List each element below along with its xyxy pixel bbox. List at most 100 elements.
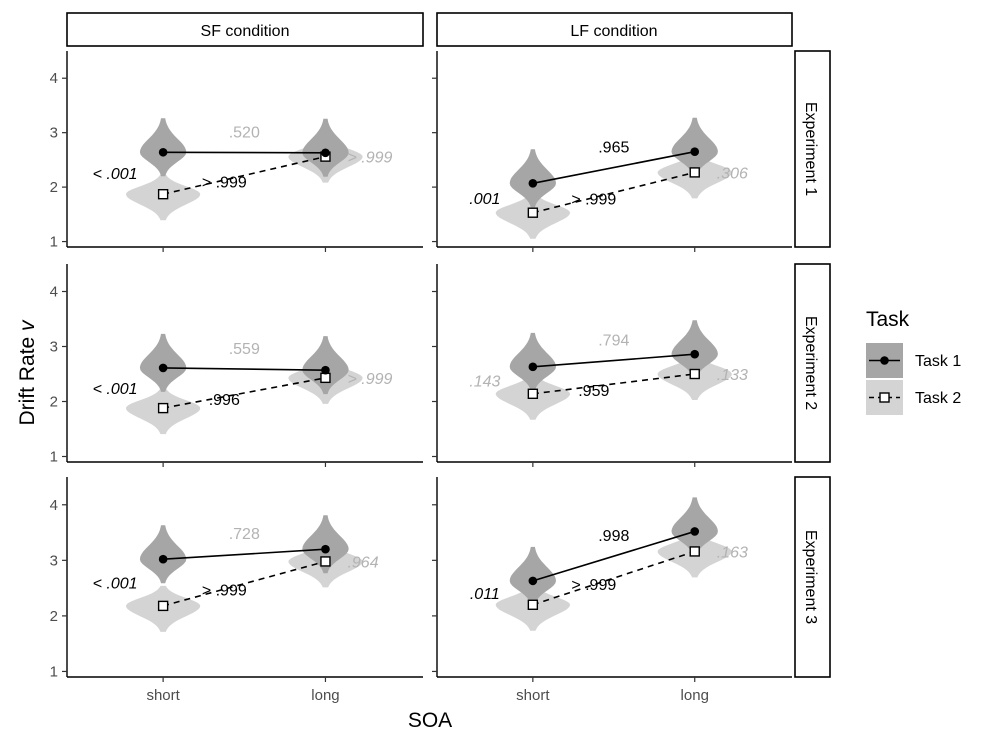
task-2-point-short bbox=[157, 600, 169, 612]
p-value-label: .520 bbox=[229, 125, 260, 142]
panel-r2-c2: .794 .143 .959 .133 bbox=[432, 264, 792, 467]
task-2-marker-icon bbox=[879, 392, 890, 403]
panel-r1-c1: 1 2 3 4 .520 < .001 > .999 > .999 bbox=[50, 51, 423, 252]
legend-key-task-1 bbox=[866, 343, 903, 378]
panel-r1-c2: .965 .001 > .999 .306 bbox=[432, 51, 792, 252]
task-1-line bbox=[532, 353, 695, 368]
panel-background bbox=[437, 264, 792, 462]
task-1-point-long bbox=[321, 148, 330, 158]
row-strip-experiment-3: Experiment 3 bbox=[794, 476, 831, 678]
task-1-marker-icon bbox=[880, 356, 889, 365]
row-strip-experiment-3-label: Experiment 3 bbox=[802, 530, 819, 624]
p-value-label: .143 bbox=[469, 373, 500, 390]
task-2-point-short bbox=[527, 207, 539, 218]
p-value-label: > .999 bbox=[571, 577, 616, 594]
y-tick-label: 3 bbox=[50, 552, 58, 569]
panels-layer: 1 2 3 4 .520 < .001 > .999 > .999 .965 .001 > .999… bbox=[50, 51, 792, 704]
task-1-point-short bbox=[158, 147, 168, 157]
task-1-point-short bbox=[528, 179, 538, 188]
x-tick-label: long bbox=[311, 687, 339, 704]
task-1-point-long bbox=[690, 147, 700, 157]
panel-r3-c1: 1 2 3 4 short long .728 < .001 > .999 .964 bbox=[50, 477, 423, 704]
task-2-point-short bbox=[527, 388, 539, 399]
y-tick-label: 1 bbox=[50, 449, 58, 466]
y-tick-label: 2 bbox=[50, 179, 58, 196]
task-1-line bbox=[532, 150, 695, 185]
task-2-point-long bbox=[689, 368, 700, 380]
p-value-label: < .001 bbox=[93, 166, 138, 183]
p-value-label: .559 bbox=[229, 341, 260, 358]
task-2-line bbox=[532, 373, 695, 395]
task-2-point-long bbox=[689, 546, 700, 557]
violin-task-1-long bbox=[671, 320, 718, 379]
violin-task-1-long bbox=[302, 515, 349, 574]
y-tick-label: 4 bbox=[50, 70, 58, 87]
y-axis-variable: v bbox=[16, 319, 39, 331]
violin-task-1-long bbox=[671, 497, 718, 556]
p-value-label: .965 bbox=[598, 140, 629, 157]
p-value-label: > .999 bbox=[202, 583, 247, 600]
row-strip-experiment-1-label: Experiment 1 bbox=[802, 102, 819, 196]
task-2-point-long bbox=[320, 556, 331, 567]
panel-background bbox=[67, 51, 423, 247]
p-value-label: .996 bbox=[209, 392, 240, 409]
task-1-line bbox=[163, 367, 326, 371]
task-1-point-short bbox=[528, 362, 538, 372]
violin-task-1-long bbox=[671, 117, 718, 176]
legend-key-task-2 bbox=[866, 380, 903, 415]
column-strip-sf: SF condition bbox=[66, 12, 424, 47]
violin-task-1-short bbox=[139, 333, 187, 392]
column-strip-sf-label: SF condition bbox=[201, 23, 290, 40]
task-1-point-long bbox=[321, 365, 330, 375]
p-value-label: .133 bbox=[717, 367, 748, 384]
task-2-line bbox=[162, 155, 326, 195]
task-2-line bbox=[162, 377, 326, 409]
task-1-line bbox=[532, 530, 695, 582]
task-2-point-short bbox=[157, 188, 169, 200]
panel-r2-c1: 1 2 3 4 .559 < .001 .996 > .999 bbox=[50, 264, 423, 467]
task-2-line bbox=[532, 171, 695, 214]
violin-task-1-short bbox=[509, 149, 556, 208]
p-value-label: > .999 bbox=[202, 174, 247, 191]
p-value-label: .163 bbox=[717, 544, 748, 561]
legend-title: Task bbox=[866, 308, 910, 331]
p-value-label: .794 bbox=[598, 333, 629, 350]
task-2-point-long bbox=[689, 167, 700, 178]
y-tick-label: 3 bbox=[50, 125, 58, 142]
violin-task-1-short bbox=[509, 546, 556, 605]
y-tick-label: 3 bbox=[50, 339, 58, 356]
task-1-line bbox=[163, 151, 326, 154]
x-tick-label: long bbox=[681, 687, 709, 704]
row-strip-experiment-1: Experiment 1 bbox=[794, 50, 831, 248]
p-value-label: .306 bbox=[717, 165, 748, 182]
panel-background bbox=[67, 477, 423, 677]
violin-task-1-long bbox=[302, 118, 349, 177]
panel-background bbox=[67, 264, 423, 462]
legend: Task Task 1 Task 2 bbox=[866, 308, 961, 415]
column-strip-lf: LF condition bbox=[436, 12, 793, 47]
panel-r3-c2: short long .998 .011 > .999 .163 bbox=[432, 477, 792, 704]
panel-background bbox=[437, 477, 792, 677]
p-value-label: .728 bbox=[229, 526, 260, 543]
p-value-label: .011 bbox=[470, 586, 500, 603]
p-value-label: < .001 bbox=[93, 381, 138, 398]
p-value-label: .959 bbox=[578, 383, 609, 400]
violin-task-1-short bbox=[509, 332, 556, 391]
row-strip-experiment-2-label: Experiment 2 bbox=[802, 316, 819, 410]
task-1-point-long bbox=[321, 544, 330, 554]
y-tick-label: 4 bbox=[50, 284, 58, 301]
x-tick-label: short bbox=[146, 687, 180, 704]
legend-label-task-2: Task 2 bbox=[915, 390, 961, 407]
x-axis-title: SOA bbox=[408, 709, 452, 732]
x-tick-label: short bbox=[516, 687, 550, 704]
task-1-point-short bbox=[158, 554, 168, 564]
p-value-label: > .999 bbox=[347, 371, 392, 388]
p-value-label: .001 bbox=[469, 191, 500, 208]
task-2-point-long bbox=[320, 372, 331, 384]
y-tick-label: 4 bbox=[50, 497, 58, 514]
p-value-label: < .001 bbox=[93, 576, 138, 593]
violin-task-1-long bbox=[302, 336, 349, 395]
y-tick-label: 1 bbox=[50, 663, 58, 680]
legend-label-task-1: Task 1 bbox=[915, 353, 961, 370]
